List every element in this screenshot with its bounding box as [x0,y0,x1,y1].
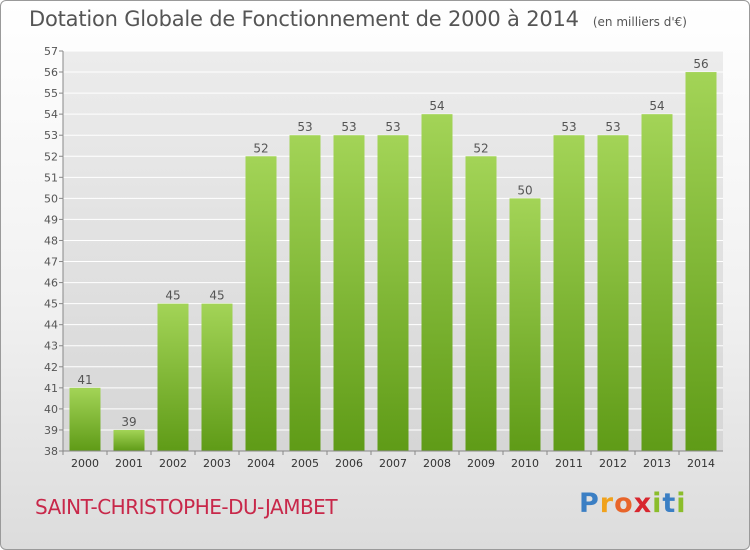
data-label: 53 [297,120,312,134]
data-label: 54 [429,99,444,113]
bar [377,135,409,452]
y-tick-label: 51 [44,171,58,184]
y-tick-label: 52 [44,150,58,163]
data-label: 52 [253,141,268,155]
y-tick-label: 50 [44,192,58,205]
bar [685,72,717,451]
x-tick-label: 2006 [335,457,363,470]
data-label: 53 [605,120,620,134]
data-label: 45 [209,289,224,303]
y-tick-label: 57 [44,45,58,58]
x-axis: 2000 2001 2002 2003 2004 2005 2006 2007 2008 2009… [62,450,723,470]
x-tick-label: 2008 [423,457,451,470]
bars: 41 39 45 45 52 53 53 53 54 52 50 53 53 54 56 [69,57,717,452]
data-label: 52 [473,141,488,155]
y-tick-label: 44 [44,319,58,332]
data-label: 53 [385,120,400,134]
unit-note: (en milliers d'€) [592,15,687,29]
logo-letter: o [614,488,634,519]
y-tick-label: 56 [44,66,58,79]
logo-letter: P [579,488,600,519]
x-tick-label: 2003 [203,457,231,470]
data-label: 41 [77,373,92,387]
logo-letter: r [599,488,615,519]
data-label: 56 [693,57,708,71]
y-tick-label: 41 [44,382,58,395]
y-tick-label: 39 [44,424,58,437]
x-tick-label: 2007 [379,457,407,470]
title-text: Dotation Globale de Fonctionnement de 20… [29,7,579,31]
y-tick-label: 49 [44,213,58,226]
x-tick-label: 2010 [511,457,539,470]
bar [509,198,541,451]
town-name: SAINT-CHRISTOPHE-DU-JAMBET [35,495,338,519]
x-tick-label: 2013 [643,457,671,470]
bar [113,429,145,451]
x-tick-label: 2014 [687,457,715,470]
x-tick-label: 2002 [159,457,187,470]
data-label: 45 [165,289,180,303]
logo-letter: x [633,488,653,519]
bar [245,156,277,451]
data-label: 50 [517,183,532,197]
y-tick-label: 54 [44,108,58,121]
x-tick-label: 2011 [555,457,583,470]
bar [201,303,233,451]
bar [421,114,453,451]
x-tick-label: 2001 [115,457,143,470]
chart-title: Dotation Globale de Fonctionnement de 20… [29,7,687,31]
logo-letter: t [662,488,677,519]
x-tick-label: 2000 [71,457,99,470]
bar [465,156,497,451]
y-tick-label: 38 [44,445,58,458]
y-tick-label: 42 [44,361,58,374]
data-label: 53 [341,120,356,134]
y-tick-label: 40 [44,403,58,416]
y-tick-label: 45 [44,298,58,311]
bar [69,387,101,451]
y-tick-label: 43 [44,340,58,353]
bar [597,135,629,452]
logo-letter: i [676,488,687,519]
data-label: 54 [649,99,664,113]
x-tick-label: 2005 [291,457,319,470]
y-tick-label: 48 [44,234,58,247]
y-tick-label: 46 [44,277,58,290]
y-tick-label: 55 [44,87,58,100]
data-label: 39 [121,415,136,429]
x-tick-label: 2009 [467,457,495,470]
bar [289,135,321,452]
bar [333,135,365,452]
x-tick-label: 2012 [599,457,627,470]
proxiti-logo[interactable]: Proxiti [579,488,687,519]
y-tick-label: 47 [44,256,58,269]
logo-letter: i [652,488,663,519]
y-axis: 38 39 40 41 42 43 44 45 46 47 48 49 50 51 52 53 54 55 56 57 [44,45,64,458]
bar [641,114,673,451]
data-label: 53 [561,120,576,134]
x-tick-label: 2004 [247,457,275,470]
bar [553,135,585,452]
y-tick-label: 53 [44,129,58,142]
bar [157,303,189,451]
